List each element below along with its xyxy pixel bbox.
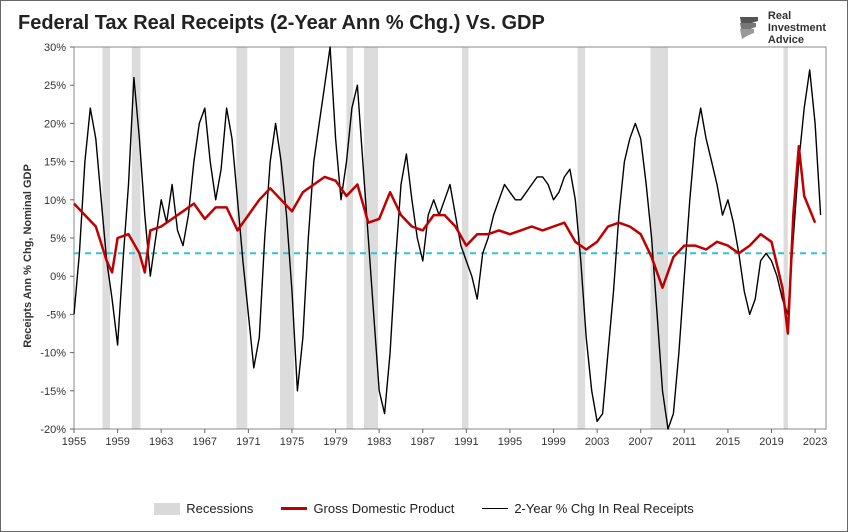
- svg-text:1975: 1975: [280, 436, 304, 448]
- legend-label-gdp: Gross Domestic Product: [313, 501, 454, 516]
- legend-swatch-receipts: [482, 508, 508, 509]
- svg-text:20%: 20%: [44, 118, 66, 130]
- chart-title: Federal Tax Real Receipts (2-Year Ann % …: [18, 12, 830, 35]
- legend-item-receipts: 2-Year % Chg In Real Receipts: [482, 501, 693, 516]
- logo-line-1: Real: [768, 10, 826, 22]
- logo-icon: [736, 15, 762, 41]
- logo-line-2: Investment: [768, 22, 826, 34]
- svg-text:1979: 1979: [323, 436, 347, 448]
- svg-text:2011: 2011: [672, 436, 696, 448]
- svg-text:1971: 1971: [236, 436, 260, 448]
- chart-svg: -20% -15% -10% -5% 0% 5% 10% 15% 20% 25% 30% 1955 19…: [18, 41, 830, 471]
- svg-text:2019: 2019: [759, 436, 783, 448]
- svg-text:1995: 1995: [498, 436, 522, 448]
- chart-area: Receipts Ann % Chg, Nominal GDP -20%-15%…: [18, 41, 830, 471]
- svg-text:1963: 1963: [149, 436, 173, 448]
- legend-label-receipts: 2-Year % Chg In Real Receipts: [514, 501, 693, 516]
- legend-item-recessions: Recessions: [154, 501, 253, 516]
- svg-text:2003: 2003: [585, 436, 609, 448]
- svg-text:-10%: -10%: [40, 348, 66, 360]
- svg-text:-5%: -5%: [46, 309, 66, 321]
- legend-item-gdp: Gross Domestic Product: [281, 501, 454, 516]
- svg-text:1999: 1999: [541, 436, 565, 448]
- svg-text:-20%: -20%: [40, 424, 66, 436]
- svg-text:0%: 0%: [50, 271, 66, 283]
- svg-text:1959: 1959: [105, 436, 129, 448]
- svg-text:2015: 2015: [716, 436, 740, 448]
- svg-text:-15%: -15%: [40, 386, 66, 398]
- svg-text:5%: 5%: [50, 233, 66, 245]
- chart-container: Federal Tax Real Receipts (2-Year Ann % …: [0, 0, 848, 532]
- svg-text:1987: 1987: [411, 436, 435, 448]
- legend: Recessions Gross Domestic Product 2-Year…: [0, 501, 848, 516]
- svg-text:25%: 25%: [44, 80, 66, 92]
- svg-text:2007: 2007: [628, 436, 652, 448]
- svg-text:1955: 1955: [62, 436, 86, 448]
- svg-text:2023: 2023: [803, 436, 827, 448]
- svg-text:30%: 30%: [44, 42, 66, 54]
- legend-label-recessions: Recessions: [186, 501, 253, 516]
- legend-swatch-recessions: [154, 503, 180, 515]
- legend-swatch-gdp: [281, 507, 307, 510]
- svg-text:15%: 15%: [44, 157, 66, 169]
- svg-text:1991: 1991: [454, 436, 478, 448]
- svg-text:10%: 10%: [44, 195, 66, 207]
- svg-text:1983: 1983: [367, 436, 391, 448]
- svg-text:1967: 1967: [193, 436, 217, 448]
